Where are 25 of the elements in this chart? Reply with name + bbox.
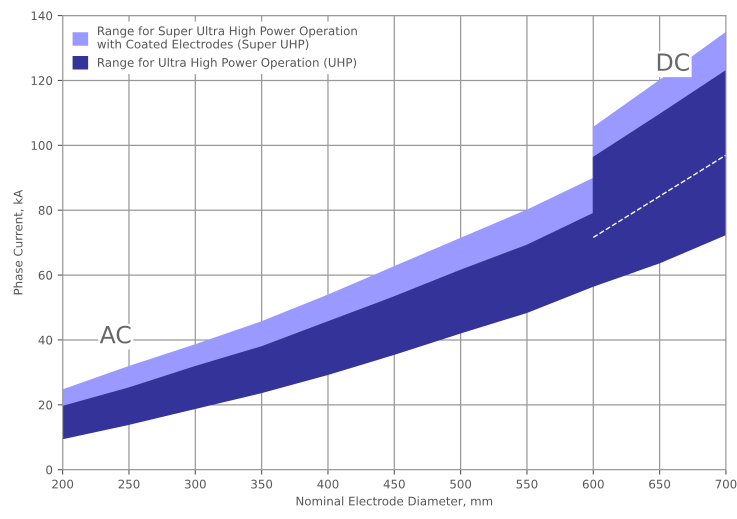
y-tick-label: 60 — [38, 270, 52, 280]
x-tick-label: 400 — [317, 480, 338, 489]
y-tick-label: 20 — [38, 400, 52, 410]
legend-label: Range for Ultra High Power Operation (UHP) — [98, 58, 356, 70]
x-tick-label: 350 — [251, 480, 272, 489]
y-tick-label: 0 — [46, 465, 52, 474]
y-tick-label: 100 — [32, 141, 52, 150]
y-tick-label: 120 — [32, 76, 52, 86]
y-tick-label: 40 — [38, 336, 52, 345]
y-tick-label: 80 — [38, 206, 52, 215]
x-tick-label: 650 — [649, 480, 670, 489]
x-tick-label: 300 — [184, 480, 206, 489]
x-tick-label: 550 — [516, 480, 538, 489]
legend-label: Range for Super Ultra High Power Operation with Coated Electrodes (Super UHP) — [97, 26, 357, 51]
x-tick-label: 500 — [450, 480, 472, 489]
y-tick-label: 140 — [32, 11, 52, 20]
x-tick-label: 200 — [52, 480, 74, 489]
annotation: DC — [658, 53, 689, 72]
x-tick-label: 250 — [118, 480, 140, 489]
x-tick-label: 600 — [582, 480, 604, 489]
x-tick-label: 700 — [716, 480, 736, 489]
y-axis-title: Phase Current, kA — [13, 190, 24, 294]
annotation: AC — [100, 326, 131, 344]
x-axis-title: Nominal Electrode Diameter, mm — [296, 496, 492, 507]
x-tick-label: 450 — [384, 480, 405, 489]
